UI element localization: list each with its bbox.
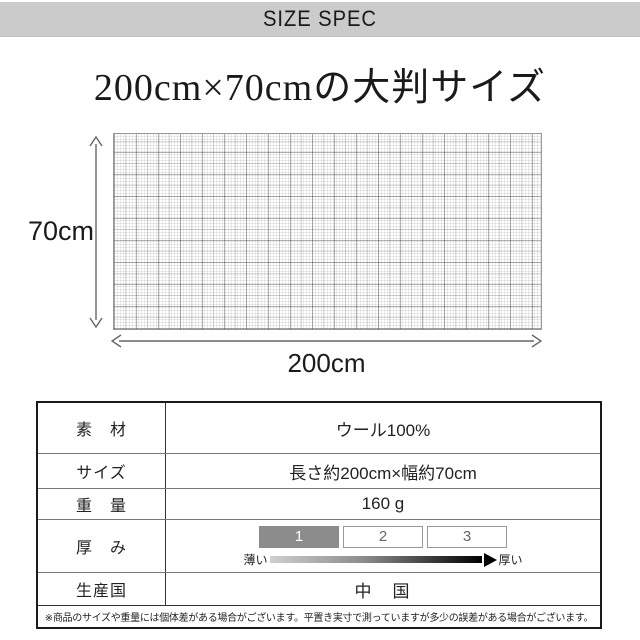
headline: 200cm×70cmの大判サイズ [93,67,547,109]
width-dimension-label: 200cm [287,348,366,378]
thickness-level-3: 3 [427,526,507,548]
size-spec-banner: SIZE SPEC [0,2,640,37]
row-value: 中 国 [354,581,412,601]
thickness-level-2: 2 [343,526,423,548]
thickness-arrowhead-icon [483,552,497,567]
thickness-gradient-row: 薄い 厚い [243,551,523,568]
table-row-weight: 重 量 160 g [38,488,600,519]
height-dimension-label: 70cm [28,216,95,246]
spec-table: 素 材 ウール100% サイズ 長さ約200cm×幅約70cm 重 量 160 … [36,401,602,629]
height-arrow-icon [89,136,103,328]
row-label: サイズ [38,454,166,488]
thickness-gradient-bar [269,556,482,563]
row-label: 生産国 [38,573,166,605]
footnote: ※商品のサイズや重量には個体差がある場合がございます。平置き実寸で測っていますが… [38,605,600,627]
banner-title: SIZE SPEC [262,6,377,31]
table-row-country: 生産国 中 国 [38,572,600,605]
row-label: 素 材 [38,403,166,453]
width-arrow-icon [111,334,542,348]
row-value: ウール100% [335,420,431,440]
table-row-material: 素 材 ウール100% [38,403,600,453]
dimension-diagram: 70cm 200cm [0,130,640,385]
thickness-level-boxes: 1 2 3 [259,526,507,548]
row-label: 厚 み [38,520,166,572]
thin-label: 薄い [243,553,268,567]
thick-label: 厚い [498,553,523,567]
table-row-size: サイズ 長さ約200cm×幅約70cm [38,453,600,488]
row-label: 重 量 [38,489,166,519]
fabric-swatch [113,133,542,330]
row-value: 長さ約200cm×幅約70cm [289,463,477,483]
thickness-level-1: 1 [259,526,339,548]
row-value: 160 g [361,494,405,513]
table-row-thickness: 厚 み 1 2 3 薄い 厚い [38,519,600,572]
thickness-scale: 1 2 3 薄い 厚い [166,520,600,572]
